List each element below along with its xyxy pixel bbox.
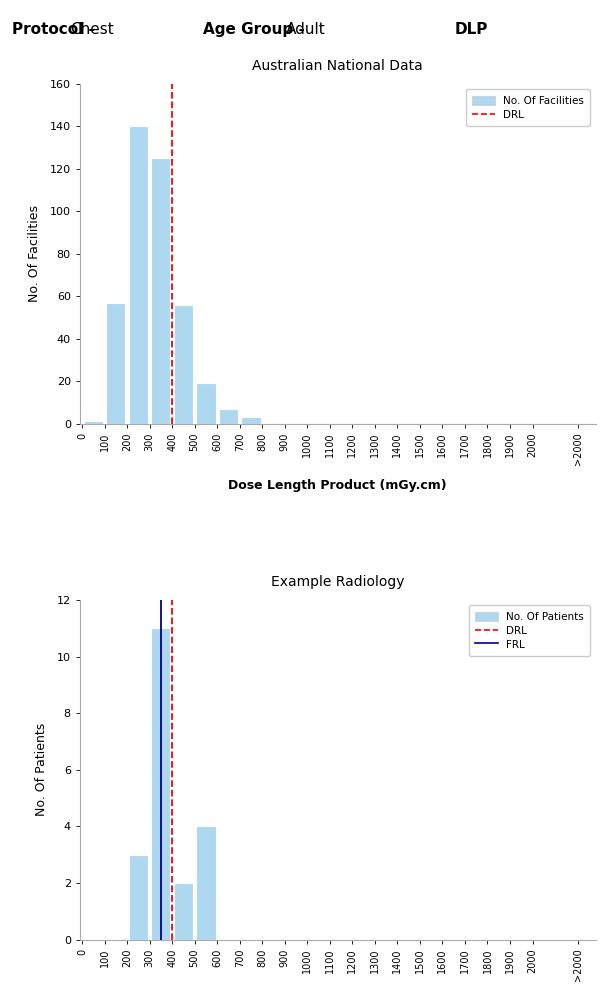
Y-axis label: No. Of Facilities: No. Of Facilities (28, 206, 41, 303)
Text: Age Group -: Age Group - (203, 22, 309, 37)
Bar (196, 827, 216, 940)
Text: Chest: Chest (71, 22, 114, 37)
Bar (219, 408, 238, 423)
Title: Australian National Data: Australian National Data (252, 59, 423, 73)
Text: Protocol -: Protocol - (12, 22, 101, 37)
Title: Example Radiology: Example Radiology (271, 576, 405, 589)
Bar (129, 127, 148, 423)
Bar (84, 421, 103, 423)
Bar (241, 417, 260, 423)
Bar (151, 628, 171, 940)
Y-axis label: No. Of Patients: No. Of Patients (36, 723, 49, 817)
Bar (106, 303, 125, 423)
Legend: No. Of Facilities, DRL: No. Of Facilities, DRL (466, 89, 591, 126)
Bar (174, 883, 193, 940)
Bar (174, 305, 193, 423)
Text: DLP: DLP (454, 22, 488, 37)
Bar (196, 383, 216, 423)
Text: Adult: Adult (286, 22, 325, 37)
X-axis label: Dose Length Product (mGy.cm): Dose Length Product (mGy.cm) (228, 480, 447, 493)
Legend: No. Of Patients, DRL, FRL: No. Of Patients, DRL, FRL (469, 605, 591, 656)
Bar (129, 854, 148, 940)
Bar (151, 158, 171, 423)
